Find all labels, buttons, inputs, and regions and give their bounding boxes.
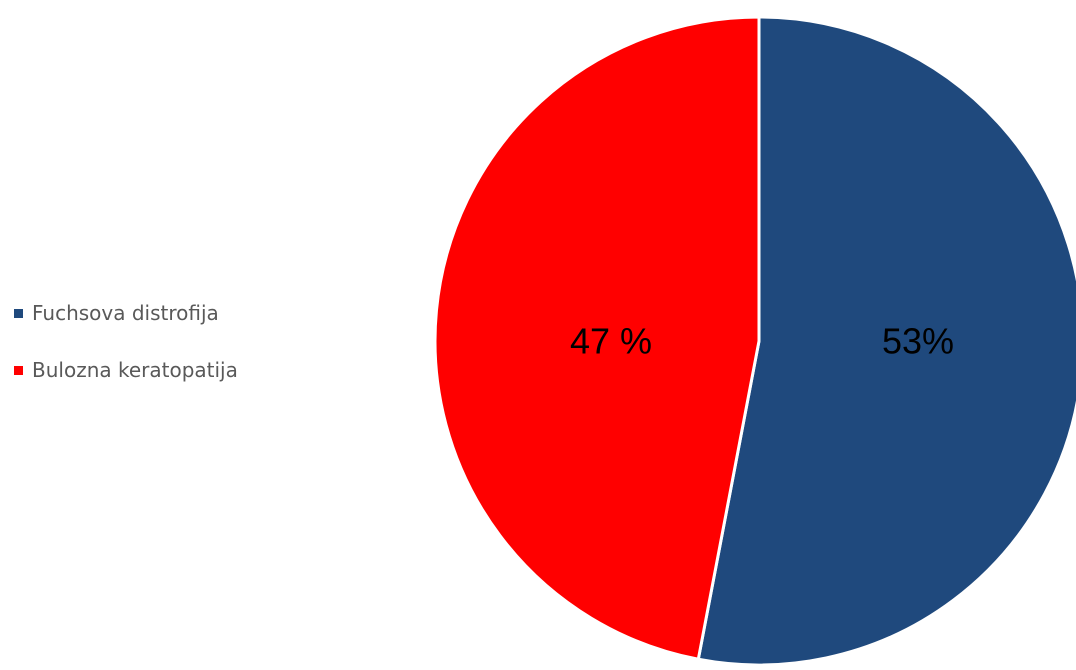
pie-slice-bulozna-keratopatija [433,15,761,661]
legend-swatch-bulozna-keratopatija [14,365,23,375]
pie-slice-label-bulozna-keratopatija: 47 % [570,321,652,362]
pie-slice-label-fuchsova-distrofija: 53% [882,321,954,362]
legend-item-fuchsova-distrofija: Fuchsova distrofija [14,298,238,328]
legend-item-bulozna-keratopatija: Bulozna keratopatija [14,355,238,385]
pie-slice-labels: 53% 47 % [570,321,954,362]
pie-slice-fuchsova-distrofija [696,15,1076,667]
legend: Fuchsova distrofija Bulozna keratopatija [14,298,238,385]
legend-label-fuchsova-distrofija: Fuchsova distrofija [32,301,219,325]
legend-label-bulozna-keratopatija: Bulozna keratopatija [32,358,238,382]
legend-swatch-fuchsova-distrofija [14,308,23,318]
pie-slices [433,15,1076,667]
